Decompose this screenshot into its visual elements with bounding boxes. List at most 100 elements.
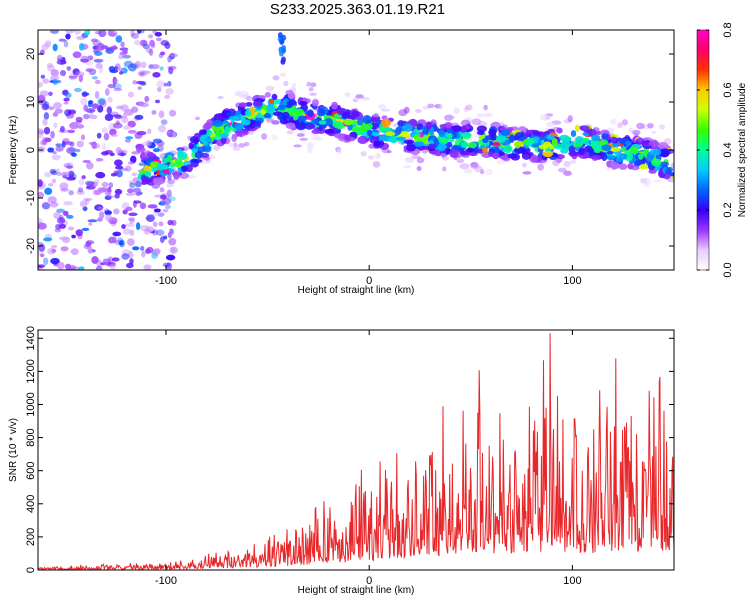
halo-blob [415,109,422,113]
signal-blob [532,130,540,136]
halo-blob [463,168,473,174]
signal-blob [638,164,649,170]
noise-blob [166,196,176,202]
noise-blob [56,54,63,63]
noise-blob [107,256,114,264]
signal-blob [194,150,203,159]
halo-blob [456,158,465,164]
signal-blob [161,157,169,164]
signal-blob [230,116,240,121]
halo-blob [372,160,381,168]
signal-blob [240,119,251,126]
noise-blob [160,200,166,207]
noise-blob [87,246,93,254]
noise-blob [104,113,114,122]
signal-blob [203,145,212,153]
signal-blob [637,137,643,143]
spike-blob [278,50,284,57]
noise-blob [38,218,43,224]
noise-blob [135,192,141,196]
noise-blob [154,194,162,198]
signal-blob [529,155,539,163]
signal-blob [231,133,238,143]
halo-blob [563,160,571,168]
noise-blob [42,78,50,84]
signal-blob [618,153,628,160]
signal-blob [277,104,286,111]
colorbar: 0.0 0.2 0.4 0.6 0.8 Normalized spectral ampl… [696,22,748,278]
noise-blob [126,238,135,247]
noise-blob [151,110,157,115]
noise-blob [38,264,44,269]
signal-blob [152,177,164,186]
signal-blob [533,136,540,143]
halo-blob [653,179,662,183]
halo-blob [309,92,317,96]
noise-blob [56,261,65,270]
halo-blob [569,159,577,164]
noise-blob [61,236,71,244]
signal-blob [559,134,570,141]
signal-blob [264,92,271,98]
noise-blob [43,101,50,109]
noise-blob [60,70,67,77]
colorbar-tick-label: 0.8 [722,22,734,37]
signal-blob [492,142,501,147]
noise-blob [70,248,79,255]
noise-blob [122,228,131,235]
signal-blob [657,142,669,150]
noise-blob [70,266,81,270]
noise-blob [38,81,43,88]
signal-blob [481,146,488,153]
signal-blob [601,144,612,152]
noise-blob [125,223,135,228]
signal-blob [368,135,375,140]
signal-blob [331,101,339,110]
snr-y-tick-label: 1000 [25,392,37,416]
noise-blob [48,182,54,187]
noise-blob [162,262,171,268]
halo-blob [171,131,176,139]
noise-blob [122,209,128,215]
halo-blob [522,162,527,168]
snr-x-tick-label: 0 [366,575,372,587]
noise-blob [139,39,148,47]
halo-blob [459,163,470,170]
halo-blob [265,85,275,92]
noise-blob [55,143,64,147]
noise-blob [165,88,174,95]
noise-blob [156,86,162,93]
noise-blob [131,32,139,39]
noise-blob [151,252,158,260]
noise-blob [81,227,90,231]
noise-blob [71,234,76,239]
signal-blob [372,132,380,137]
signal-blob [546,134,555,140]
noise-blob [93,51,103,57]
noise-blob [131,172,138,177]
snr-frame [37,329,675,571]
noise-blob [145,216,152,221]
noise-blob [77,187,84,193]
halo-blob [279,72,287,77]
halo-blob [658,124,666,130]
noise-blob [75,148,81,153]
noise-blob [150,42,156,48]
noise-blob [110,133,118,138]
signal-blob [416,123,423,131]
signal-blob [467,142,477,149]
signal-blob [466,147,474,153]
spectrogram-y-axis-title: Frequency (Hz) [8,116,19,185]
noise-blob [58,223,67,229]
noise-blob [42,118,48,126]
noise-blob [141,250,146,258]
signal-blob [204,137,212,143]
halo-blob [337,148,342,155]
signal-blob [205,129,213,137]
halo-blob [636,122,645,130]
noise-blob [152,138,163,144]
signal-blob [373,140,382,147]
halo-blob [361,96,370,101]
noise-blob [100,262,106,266]
noise-blob [82,206,88,212]
